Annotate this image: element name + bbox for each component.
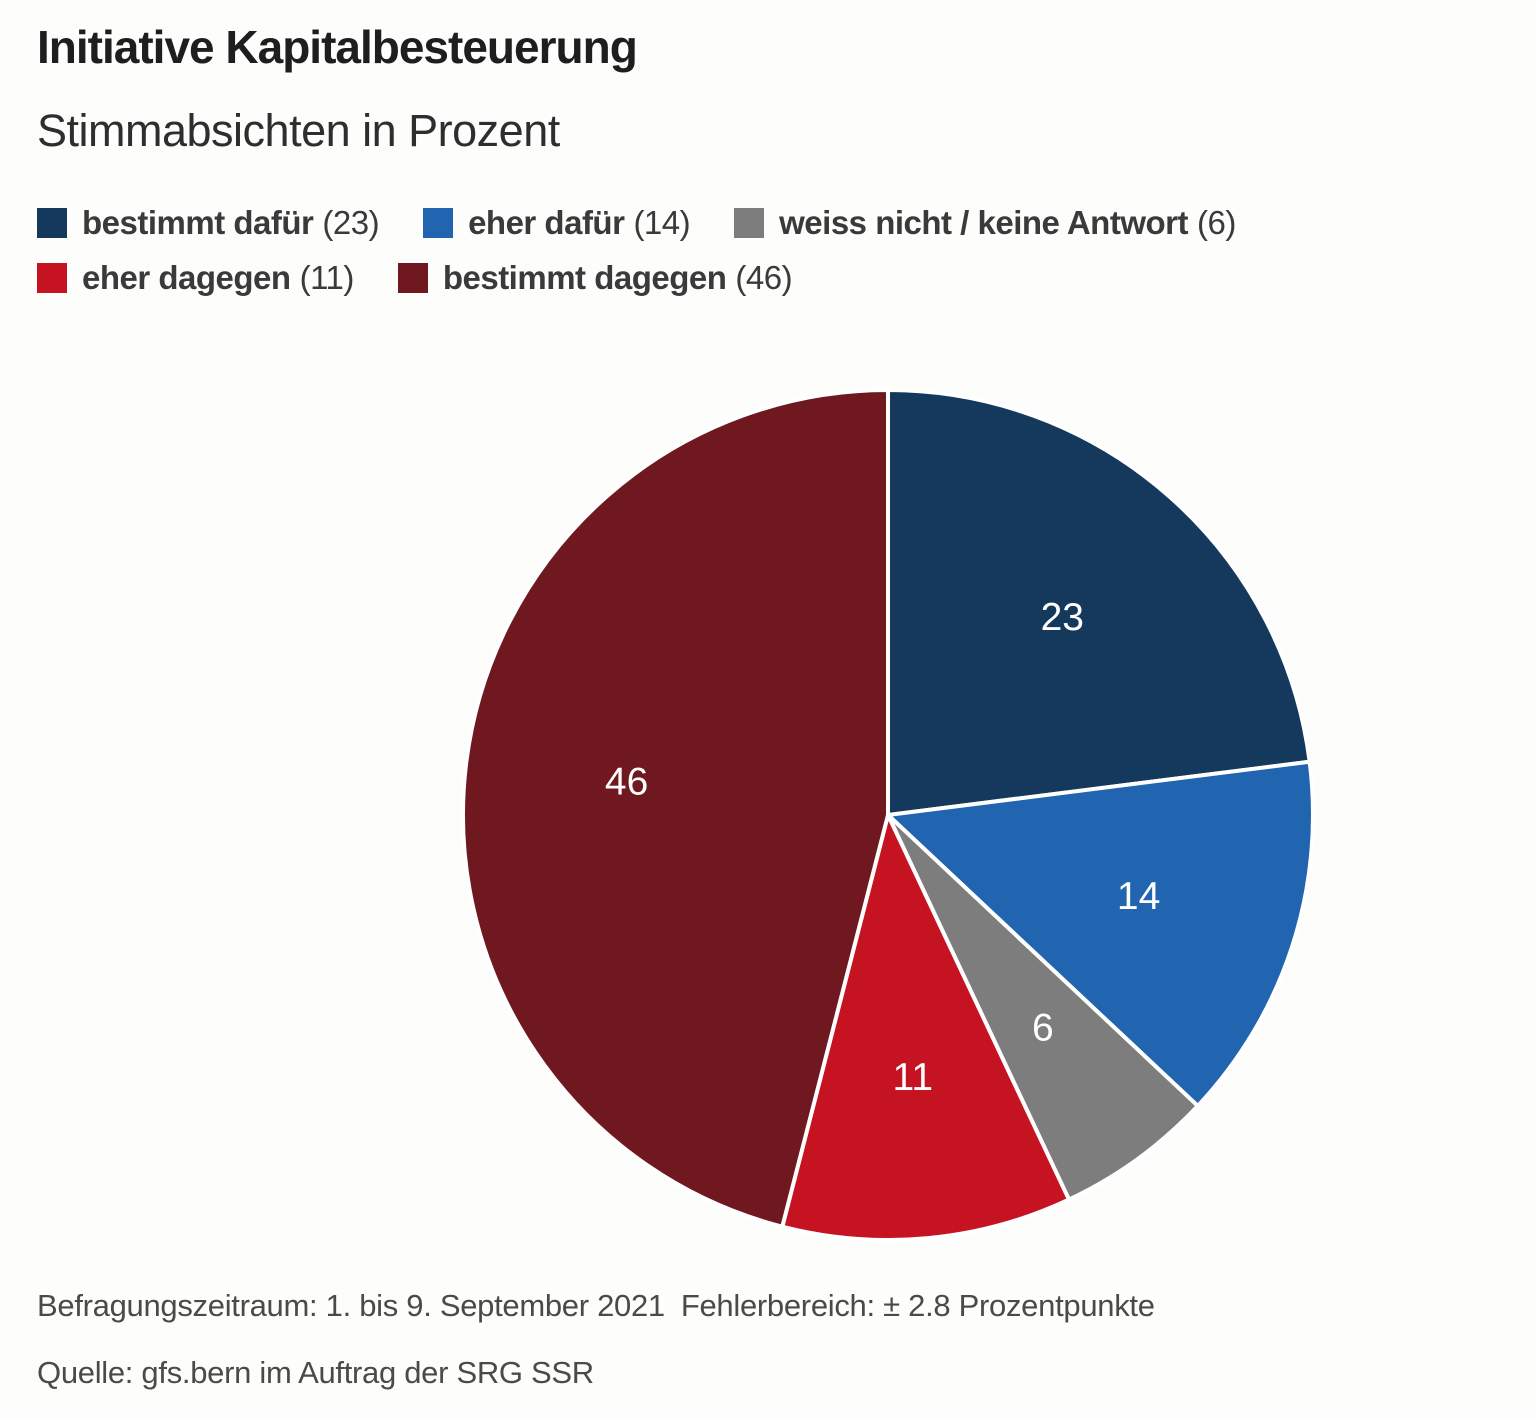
- legend-label: bestimmt dafür: [82, 204, 314, 241]
- pie-slice-value-label: 6: [1032, 1007, 1054, 1050]
- chart-source-row: Quelle: gfs.bern im Auftrag der SRG SSR: [37, 1355, 594, 1391]
- legend-item-5: bestimmt dagegen (46): [397, 258, 793, 298]
- legend-label: weiss nicht / keine Antwort: [779, 204, 1188, 241]
- chart-legend: bestimmt dafür (23) eher dafür (14) weiss ni…: [37, 203, 1467, 298]
- legend-count: (6): [1197, 204, 1236, 241]
- legend-count: (14): [633, 204, 691, 241]
- pie-chart-area: 23 14 6 11 46: [0, 350, 1536, 1270]
- legend-count: (46): [735, 259, 793, 296]
- legend-label: eher dagegen: [82, 259, 291, 296]
- pie-slice-value-label: 11: [893, 1056, 934, 1099]
- pie-slice-value-label: 46: [605, 761, 648, 804]
- legend-item-4: eher dagegen (11): [37, 258, 354, 298]
- legend-item-1: bestimmt dafür (23): [37, 203, 380, 243]
- legend-item-2: eher dafür (14): [423, 203, 691, 243]
- legend-count: (23): [322, 204, 380, 241]
- legend-swatch-icon: [37, 263, 67, 293]
- chart-subtitle: Stimmabsichten in Prozent: [37, 105, 560, 156]
- legend-swatch-icon: [423, 208, 454, 238]
- legend-label: bestimmt dagegen: [442, 259, 727, 296]
- survey-period-note: Befragungszeitraum: 1. bis 9. September …: [37, 1288, 665, 1323]
- source-note: Quelle: gfs.bern im Auftrag der SRG SSR: [37, 1355, 594, 1390]
- legend-count: (11): [299, 259, 355, 296]
- pie-slice-3[interactable]: [886, 813, 1200, 1202]
- pie-slice-4[interactable]: [780, 813, 1071, 1242]
- legend-swatch-icon: [397, 263, 428, 293]
- pie-slice-value-label: 23: [1041, 596, 1084, 639]
- legend-label: eher dafür: [468, 204, 625, 241]
- pie-slice-2[interactable]: [886, 759, 1315, 1108]
- chart-footnotes: Befragungszeitraum: 1. bis 9. September …: [37, 1288, 1155, 1324]
- pie-slice-value-label: 14: [1117, 875, 1160, 918]
- page-title: Initiative Kapitalbesteuerung: [37, 21, 638, 73]
- pie-slice-1[interactable]: [886, 388, 1312, 817]
- legend-swatch-icon: [734, 208, 765, 238]
- legend-item-3: weiss nicht / keine Antwort (6): [734, 203, 1236, 243]
- legend-swatch-icon: [37, 208, 67, 238]
- pie-slice-5[interactable]: [461, 388, 890, 1229]
- error-margin-note: Fehlerbereich: ± 2.8 Prozentpunkte: [680, 1288, 1155, 1323]
- pie-chart: 23 14 6 11 46: [461, 388, 1315, 1242]
